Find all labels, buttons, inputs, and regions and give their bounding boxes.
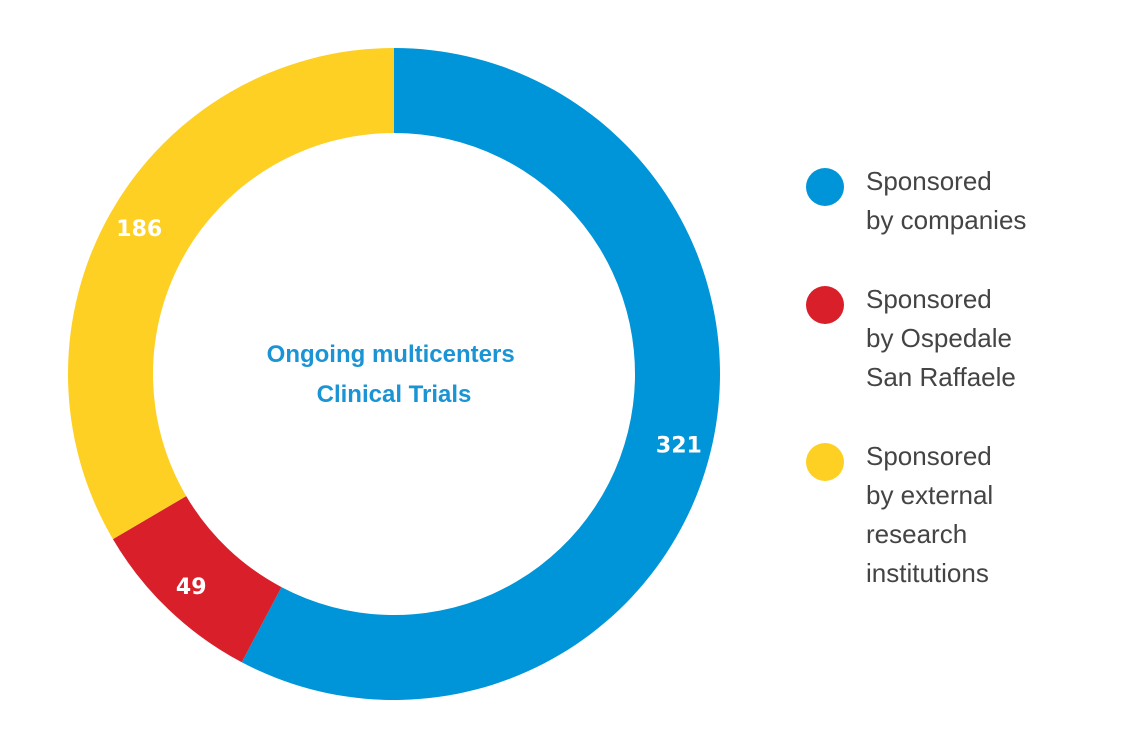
- donut-slice-2: [112, 496, 282, 663]
- chart-title-line-1: Ongoing multicenters: [267, 341, 515, 368]
- donut-slices: [68, 48, 721, 700]
- legend-swatch-3: [806, 443, 844, 481]
- donut-slice-1: [241, 48, 721, 700]
- legend-label-line: by Ospedale: [866, 323, 1012, 353]
- slice-value-label-3: 186: [116, 217, 162, 242]
- slice-value-label-2: 49: [176, 575, 207, 600]
- legend-label-line: institutions: [866, 558, 989, 588]
- legend-label-line: Sponsored: [866, 166, 992, 196]
- slice-labels: 321 49 186: [116, 217, 702, 600]
- legend-swatch-1: [806, 168, 844, 206]
- legend-label-line: Sponsored: [866, 284, 992, 314]
- legend-label-line: research: [866, 519, 968, 549]
- legend-label-line: by external: [866, 480, 994, 510]
- legend-label-line: by companies: [866, 205, 1027, 235]
- slice-value-label-1: 321: [656, 434, 702, 459]
- legend-swatch-2: [806, 286, 844, 324]
- legend-label-line: San Raffaele: [866, 362, 1016, 392]
- legend-item-2: Sponsored by Ospedale San Raffaele: [806, 280, 1106, 397]
- donut-chart: 321 49 186 Ongoing multicenters Clinical T…: [68, 48, 721, 700]
- legend: Sponsored by companies Sponsored by Ospedal…: [806, 162, 1106, 633]
- chart-title: Ongoing multicenters Clinical Trials: [267, 341, 522, 408]
- donut-slice-3: [68, 48, 395, 540]
- chart-title-line-2: Clinical Trials: [317, 381, 472, 408]
- legend-label-line: Sponsored: [866, 441, 992, 471]
- legend-item-1: Sponsored by companies: [806, 162, 1106, 240]
- legend-item-3: Sponsored by external research institutions: [806, 437, 1106, 593]
